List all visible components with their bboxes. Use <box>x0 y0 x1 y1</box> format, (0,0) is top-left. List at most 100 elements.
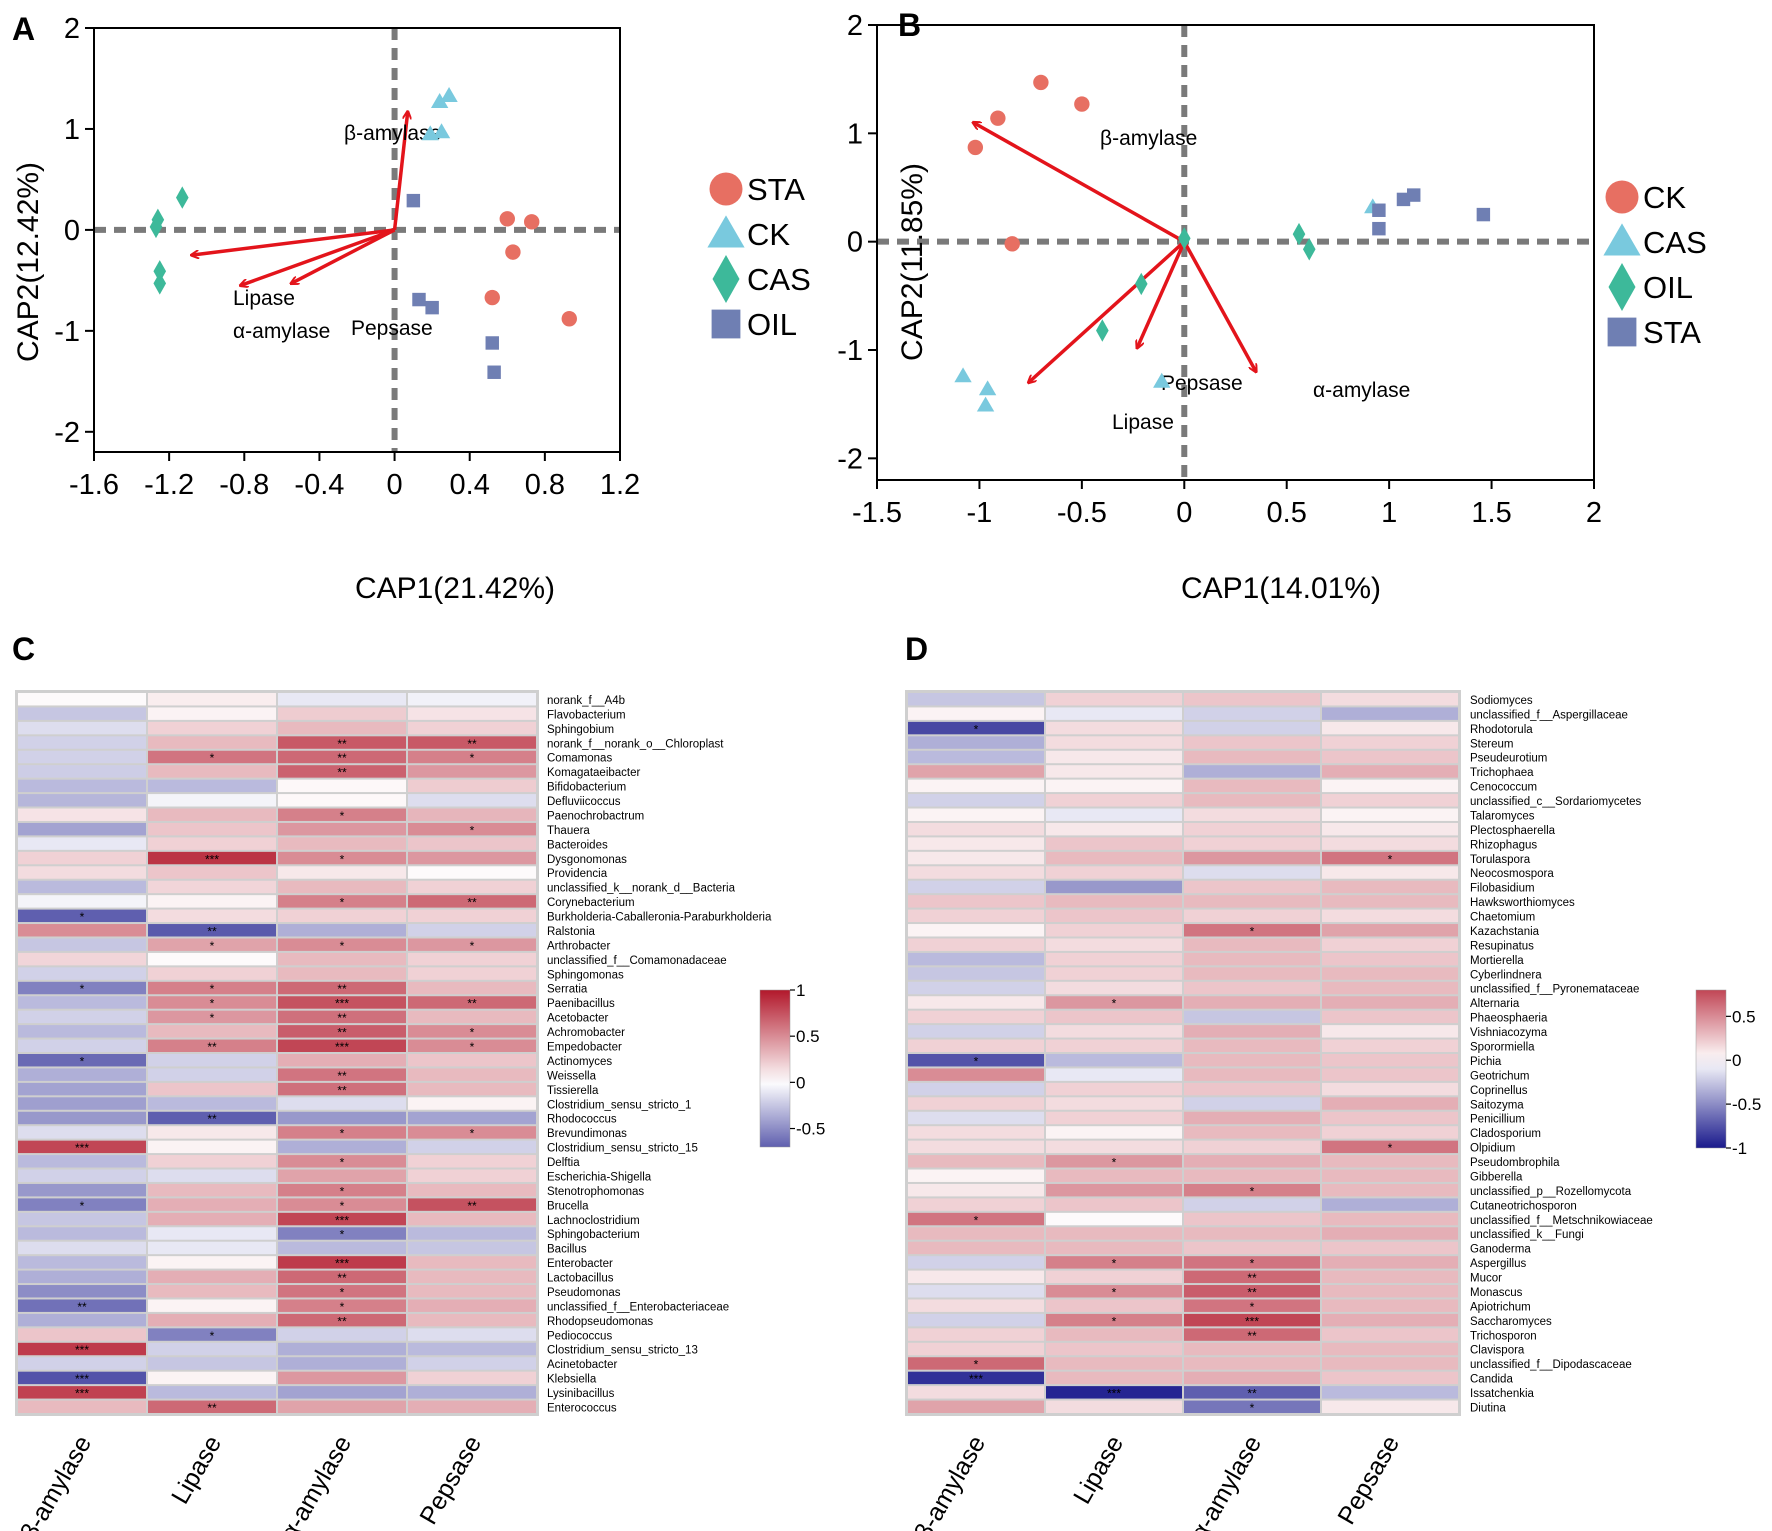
panel-d-heatmap-cell <box>1322 1212 1458 1226</box>
panel-d-row-label: Mucor <box>1470 1273 1502 1285</box>
panel-c-significance-mark: ** <box>207 1401 217 1415</box>
panel-c-significance-mark: * <box>210 751 215 765</box>
panel-c-row-label: Weissella <box>547 1070 597 1082</box>
panel-a-y-axis-label: CAP2(12.42%) <box>12 162 45 362</box>
panel-c-row-label: Paenochrobactrum <box>547 810 644 822</box>
panel-c-significance-mark: * <box>210 1011 215 1025</box>
panel-c-heatmap-cell <box>408 1025 536 1038</box>
panel-d-heatmap-cell <box>1184 1227 1320 1240</box>
panel-d-heatmap-cell <box>1184 1212 1320 1226</box>
panel-d-heatmap-cell <box>1184 721 1320 735</box>
panel-c-significance-mark: ** <box>337 737 347 751</box>
panel-c-heatmap-cell <box>408 1097 536 1110</box>
panel-c-heatmap-cell <box>148 707 276 720</box>
panel-c-significance-mark: ** <box>337 1026 347 1040</box>
panel-d-heatmap-cell <box>1046 1140 1182 1154</box>
panel-d-heatmap-cell <box>1184 938 1320 951</box>
panel-d-heatmap-cell <box>1322 952 1458 966</box>
panel-c-heatmap-cell <box>18 1198 146 1211</box>
panel-c-heatmap-cell <box>148 1227 276 1240</box>
panel-b-legend-label-ck: CK <box>1643 180 1686 215</box>
panel-c-heatmap-cell <box>18 1068 146 1081</box>
panel-d-row-label: Torulaspora <box>1470 854 1531 866</box>
panel-a-point-cas <box>175 186 189 209</box>
panel-c-heatmap-cell <box>278 1400 406 1413</box>
panel-d-heatmap-cell <box>908 1256 1044 1269</box>
panel-c-heatmap-cell <box>148 1097 276 1110</box>
panel-d-heatmap-cell <box>908 1241 1044 1255</box>
panel-c-heatmap-cell <box>18 938 146 951</box>
panel-a-x-tick-label: -0.4 <box>294 469 344 501</box>
panel-d-heatmap-cell <box>1322 750 1458 764</box>
panel-c-significance-mark: * <box>470 939 475 953</box>
panel-d-heatmap-cell <box>1322 866 1458 879</box>
panel-b-y-tick-label: -1 <box>837 335 863 367</box>
panel-d-heatmap-cell <box>1184 750 1320 764</box>
panel-c-heatmap-cell <box>408 822 536 836</box>
panel-c-significance-mark: *** <box>335 1040 349 1054</box>
panel-c-heatmap-cell <box>408 1357 536 1370</box>
panel-d-heatmap-cell <box>1046 851 1182 865</box>
panel-c-heatmap-cell <box>408 779 536 793</box>
panel-c-heatmap-cell <box>18 765 146 778</box>
panel-b-arrow-0 <box>973 123 1186 244</box>
panel-d-row-label: Vishniacozyma <box>1470 1027 1548 1039</box>
panel-d-heatmap-cell <box>1322 721 1458 735</box>
panel-c-row-label: Clostridium_sensu_stricto_13 <box>547 1345 698 1357</box>
panel-c-significance-mark: ** <box>337 1069 347 1083</box>
panel-c-heatmap-cell <box>278 1285 406 1298</box>
panel-c-heatmap-cell <box>278 1111 406 1125</box>
panel-b-x-tick-label: 2 <box>1586 497 1602 529</box>
panel-c-row-label: Tissierella <box>547 1085 599 1097</box>
panel-b-legend-label-cas: CAS <box>1643 225 1707 260</box>
panel-c-heatmap-cell <box>18 1256 146 1269</box>
panel-c-heatmap-cell <box>408 1400 536 1413</box>
panel-d-heatmap-cell <box>1322 967 1458 980</box>
panel-d-significance-mark: ** <box>1247 1271 1257 1285</box>
panel-d-heatmap-cell <box>1322 909 1458 923</box>
panel-c-significance-mark: ** <box>337 751 347 765</box>
panel-c-heatmap-cell <box>408 1039 536 1052</box>
panel-c-heatmap-cell <box>278 822 406 836</box>
panel-c-heatmap-cell <box>278 866 406 879</box>
panel-c-heatmap-cell <box>408 1313 536 1327</box>
panel-d-heatmap: ********** **** **** ************ *** Sodiom… <box>905 690 1761 1531</box>
panel-c-significance-mark: ** <box>337 1271 347 1285</box>
panel-d-heatmap-cell <box>908 880 1044 894</box>
panel-c-heatmap-cell <box>148 967 276 980</box>
panel-b-arrow-3 <box>1182 240 1256 372</box>
panel-d-row-label: Olpidium <box>1470 1143 1515 1155</box>
panel-c-row-label: unclassified_f__Enterobacteriaceae <box>547 1301 729 1313</box>
panel-c-heatmap-cell <box>408 1169 536 1182</box>
panel-c-heatmap-cell <box>278 693 406 706</box>
panel-c-heatmap-cell <box>278 1313 406 1327</box>
panel-a-arrow-label-3: Pepsase <box>351 317 433 340</box>
panel-d-row-label: Aspergillus <box>1470 1258 1526 1270</box>
panel-c-heatmap-cell <box>408 693 536 706</box>
panel-d-heatmap-cell <box>908 1328 1044 1341</box>
panel-c-row-label: Brevundimonas <box>547 1128 627 1140</box>
panel-c-heatmap-cell <box>278 1241 406 1255</box>
panel-c-heatmap-cell <box>148 1400 276 1413</box>
panel-d-heatmap-cell <box>908 1400 1044 1413</box>
panel-c-significance-mark: * <box>80 1054 85 1068</box>
panel-c-heatmap-cell <box>18 1140 146 1154</box>
panel-c-heatmap-cell <box>408 837 536 850</box>
panel-d-heatmap-cell <box>1322 1097 1458 1110</box>
panel-d-row-label: unclassified_k__Fungi <box>1470 1229 1584 1241</box>
panel-d-significance-mark: ** <box>1247 1329 1257 1343</box>
panel-d-heatmap-cell <box>1184 1285 1320 1298</box>
panel-d-heatmap-cell <box>1184 996 1320 1009</box>
panel-d-row-label: Resupinatus <box>1470 940 1534 952</box>
panel-c-row-label: Clostridium_sensu_stricto_1 <box>547 1099 691 1111</box>
panel-d-heatmap-cell <box>908 909 1044 923</box>
panel-c-significance-mark: ** <box>77 1300 87 1314</box>
panel-a-x-tick-label: -1.6 <box>69 469 119 501</box>
panel-d-row-label: Cutaneotrichosporon <box>1470 1200 1577 1212</box>
panel-c-heatmap-cell <box>408 1371 536 1385</box>
panel-c-significance-mark: * <box>210 997 215 1011</box>
panel-c-heatmap-cell <box>408 895 536 908</box>
panel-c-heatmap-cell <box>278 808 406 821</box>
panel-c-row-label: Sphingobium <box>547 724 614 736</box>
panel-c-row-label: Burkholderia-Caballeronia-Paraburkholder… <box>547 912 772 924</box>
